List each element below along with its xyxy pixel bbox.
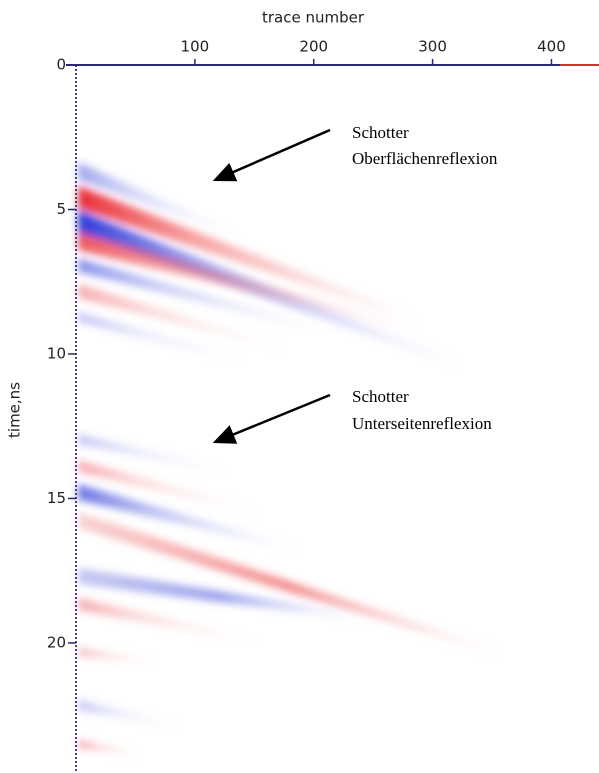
x-tick-label: 100 bbox=[181, 38, 210, 56]
annotation: Oberflächenreflexion bbox=[352, 149, 498, 168]
x-tick-label: 200 bbox=[299, 38, 328, 56]
y-tick-label: 15 bbox=[47, 489, 66, 507]
y-tick-label: 0 bbox=[56, 56, 66, 74]
arrow bbox=[212, 393, 331, 444]
y-axis-label: time,ns bbox=[6, 382, 24, 438]
y-tick-label: 20 bbox=[47, 633, 66, 651]
arrow bbox=[212, 128, 331, 182]
y-tick-label: 10 bbox=[47, 344, 66, 362]
annotation: Schotter bbox=[352, 123, 409, 142]
x-tick-label: 300 bbox=[418, 38, 447, 56]
x-axis-label: trace number bbox=[262, 9, 365, 27]
annotation: Unterseitenreflexion bbox=[352, 414, 492, 433]
wavefield bbox=[78, 162, 500, 756]
annotation: Schotter bbox=[352, 387, 409, 406]
x-tick-label: 400 bbox=[537, 38, 566, 56]
y-tick-label: 5 bbox=[56, 200, 66, 218]
